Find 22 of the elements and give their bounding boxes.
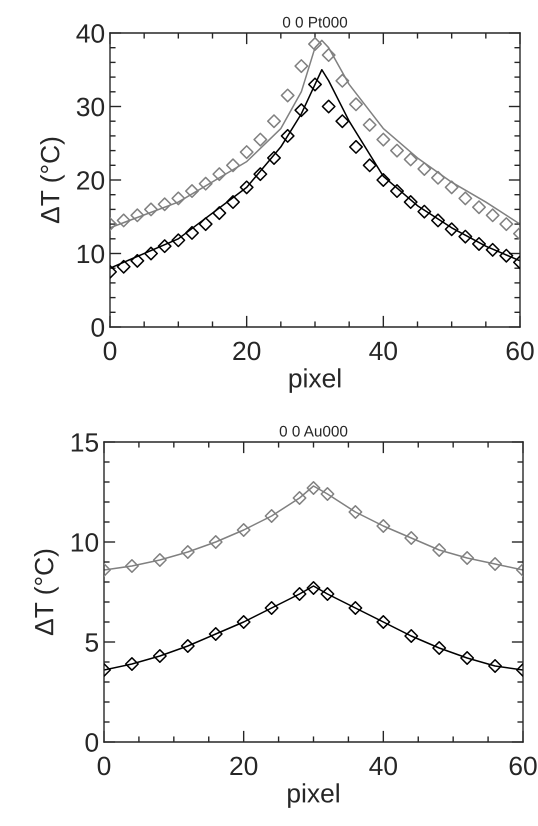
x-tick-label: 40 [369, 342, 397, 360]
chart-title: 0 0 Au000 [280, 426, 348, 437]
x-tick-label: 20 [233, 342, 260, 360]
x-tick-label: 20 [230, 756, 258, 776]
x-tick-label: 60 [506, 342, 534, 360]
y-tick-label: 30 [76, 98, 104, 116]
x-tick-label: 0 [104, 342, 116, 360]
y-axis-title: ΔT (°C) [40, 138, 65, 224]
y-tick-label: 10 [78, 244, 104, 264]
y-tick-label: 40 [76, 24, 104, 43]
y-tick-label: 15 [72, 433, 98, 452]
y-tick-label: 5 [86, 633, 98, 652]
y-tick-label: 20 [77, 171, 104, 190]
y-axis-title: ΔT (°C) [34, 550, 59, 636]
y-tick-label: 0 [85, 733, 98, 752]
x-tick-label: 60 [510, 756, 537, 776]
chart-title: 0 0 Pt000 [282, 16, 348, 28]
x-axis-title: pixel [290, 368, 340, 393]
x-axis-title: pixel [288, 783, 339, 808]
y-tick-label: 0 [91, 318, 104, 337]
x-tick-label: 40 [369, 756, 397, 776]
y-tick-label: 10 [72, 533, 98, 552]
